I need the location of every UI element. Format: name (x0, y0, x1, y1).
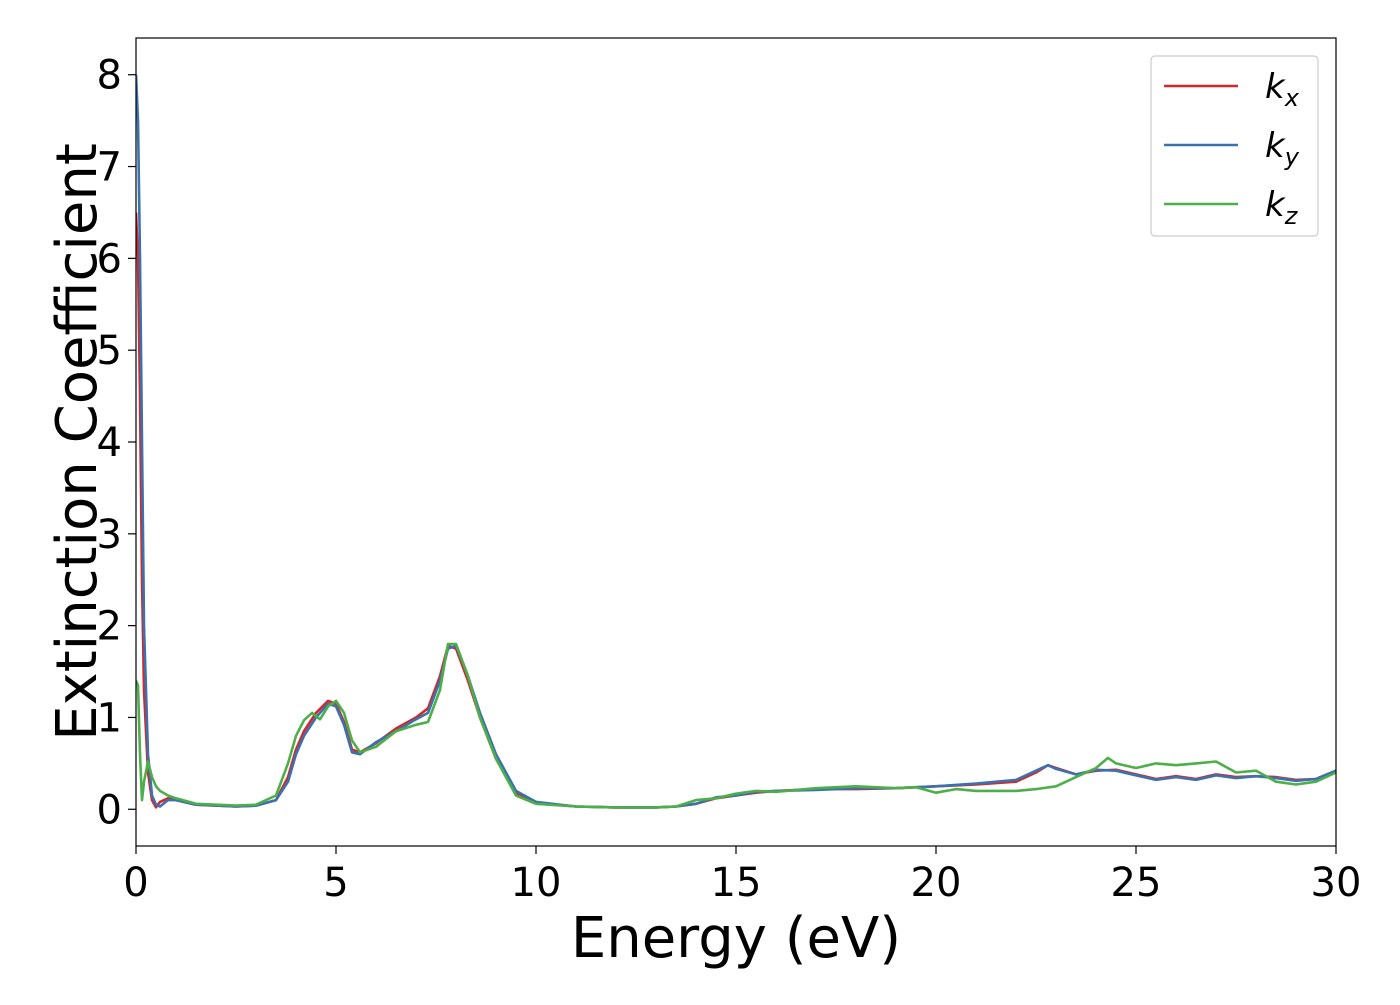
x-tick-label: 10 (511, 860, 562, 906)
lines-layer (136, 74, 1336, 809)
y-axis-title: Extinction Coefficient (45, 143, 110, 741)
x-tick-label: 15 (711, 860, 762, 906)
x-tick-label: 25 (1111, 860, 1162, 906)
y-tick-label: 0 (97, 787, 122, 833)
x-tick-label: 30 (1311, 860, 1362, 906)
y-tick-label: 5 (97, 328, 122, 374)
ticks-layer: 0 5 10 15 20 25 30 0 1 2 3 4 5 6 7 8 (97, 53, 1362, 906)
y-tick-label: 8 (97, 53, 122, 99)
y-tick-label: 3 (97, 512, 122, 558)
y-tick-label: 4 (97, 420, 122, 466)
x-axis-title: Energy (eV) (571, 906, 901, 971)
x-tick-label: 0 (123, 860, 148, 906)
legend-label-ky: ky (1265, 126, 1300, 171)
y-tick-label: 7 (97, 145, 122, 191)
y-tick-label: 2 (97, 604, 122, 650)
x-tick-label: 5 (323, 860, 348, 906)
series-line-kz (136, 642, 1336, 809)
x-tick-label: 20 (911, 860, 962, 906)
y-tick-label: 6 (97, 236, 122, 282)
y-tick-label: 1 (97, 695, 122, 741)
